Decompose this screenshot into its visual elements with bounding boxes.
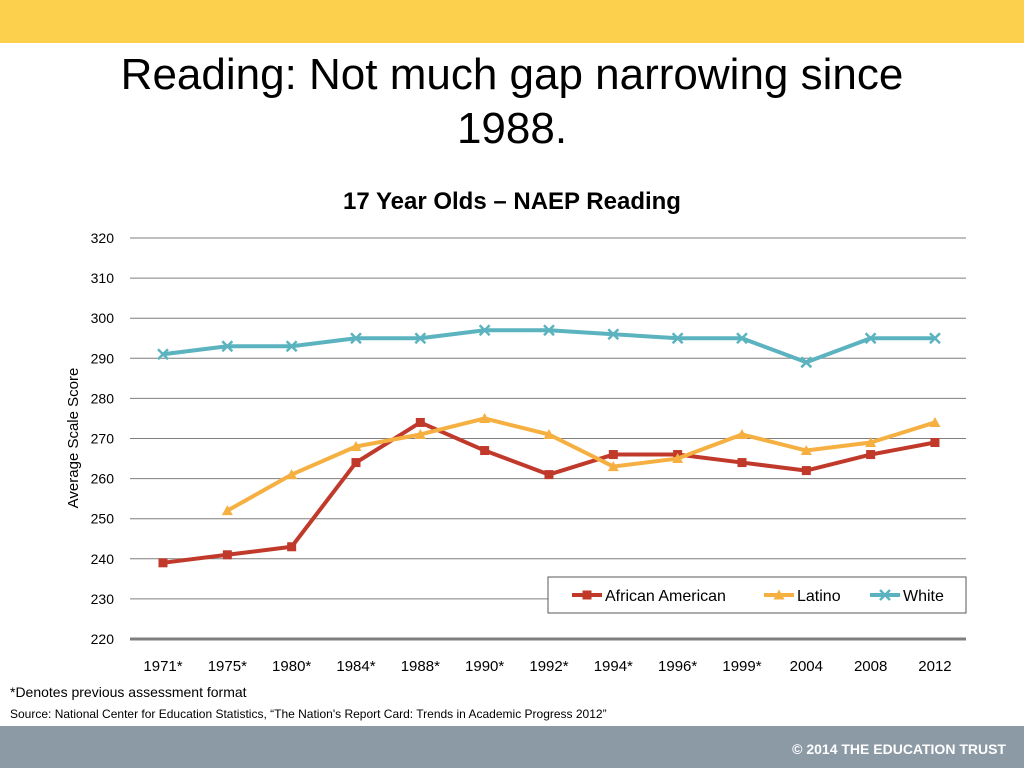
data-point-x [221,340,234,353]
y-tick-label: 270 [91,431,115,447]
data-point-square [930,438,940,448]
data-point-square [801,466,811,476]
series-group [157,324,941,568]
y-tick-label: 230 [91,591,115,607]
series-african-american [158,417,940,568]
data-point-x [350,332,362,345]
data-point-x [929,332,941,345]
series-line [162,328,935,365]
data-point-square [480,446,490,456]
legend-label: White [903,588,944,605]
x-tick-label: 1992* [529,658,568,675]
data-point-x [414,332,427,345]
data-point-x [879,589,891,601]
data-point-triangle [929,416,941,427]
y-tick-label: 290 [91,350,115,366]
y-tick-labels: 220 230 240 250 260 270 280 290 300 310 320 [91,230,115,647]
x-tick-label: 1990* [465,658,504,675]
data-point-triangle [350,441,362,452]
slide-title-line-2: 1988. [456,104,568,153]
y-tick-label: 310 [91,270,115,286]
data-point-triangle [865,437,877,448]
data-point-square [158,558,168,568]
data-point-square [608,450,618,460]
series-line [162,420,936,565]
data-point-x [157,348,169,361]
legend-item-latino: Latino [764,588,841,605]
data-point-square [737,458,747,468]
data-point-triangle [800,445,812,456]
source-note: Source: National Center for Education St… [10,707,607,721]
series-latino [221,412,941,516]
legend-label: African American [605,588,726,605]
y-tick-label: 240 [91,551,115,567]
legend-label: Latino [797,588,841,605]
x-tick-label: 1984* [336,658,375,675]
x-tick-label: 1999* [722,658,761,675]
legend-item-african-american: African American [572,588,726,605]
data-point-triangle [736,428,748,439]
data-point-x [671,332,684,345]
x-tick-label: 1975* [208,658,247,675]
x-tick-label: 1994* [594,658,633,675]
y-tick-label: 300 [91,310,115,326]
x-tick-label: 1996* [658,658,697,675]
data-point-x [478,324,491,337]
data-point-x [285,340,298,353]
data-point-triangle [414,428,426,439]
data-point-square [415,417,425,427]
data-point-square [582,590,592,600]
x-tick-label: 2008 [854,658,887,675]
data-point-x [607,328,620,341]
y-tick-label: 220 [91,631,115,647]
y-tick-label: 250 [91,511,115,527]
data-point-square [351,458,361,468]
data-point-triangle [221,505,233,516]
data-point-x [736,332,748,345]
data-point-x [543,324,555,337]
x-tick-label: 2004 [790,658,823,675]
data-point-square [866,450,876,460]
data-point-x [864,332,877,345]
data-point-square [544,470,554,480]
x-tick-label: 1971* [143,658,182,675]
legend: African American Latino White [547,576,967,614]
data-point-square [287,542,297,552]
series-line [226,416,936,513]
bottom-footer-bar: © 2014 THE EDUCATION TRUST [0,726,1024,768]
y-tick-label: 280 [91,390,115,406]
y-axis-label: Average Scale Score [65,368,82,509]
data-point-triangle [672,453,684,464]
data-point-triangle [543,428,555,439]
data-point-triangle [479,412,491,423]
chart-title: 17 Year Olds – NAEP Reading [343,188,681,215]
x-tick-label: 2012 [918,658,951,675]
y-tick-label: 260 [91,471,115,487]
slide-title: Reading: Not much gap narrowing since 19… [40,48,984,156]
x-tick-labels: 1971* 1975* 1980* 1984* 1988* 1990* 1992* 1994*… [143,658,951,675]
footnote: *Denotes previous assessment format [10,684,247,700]
legend-item-white: White [870,588,944,605]
series-white [157,324,941,369]
x-tick-label: 1980* [272,658,311,675]
slide-title-line-1: Reading: Not much gap narrowing since [120,50,904,99]
data-point-triangle [773,589,785,600]
data-point-square [222,550,232,560]
y-tick-label: 320 [91,230,115,246]
copyright-text: © 2014 THE EDUCATION TRUST [792,741,1006,757]
data-point-triangle [607,461,619,472]
data-point-x [800,356,813,369]
top-accent-bar [0,0,1024,43]
x-tick-label: 1988* [401,658,440,675]
data-point-triangle [286,469,298,480]
